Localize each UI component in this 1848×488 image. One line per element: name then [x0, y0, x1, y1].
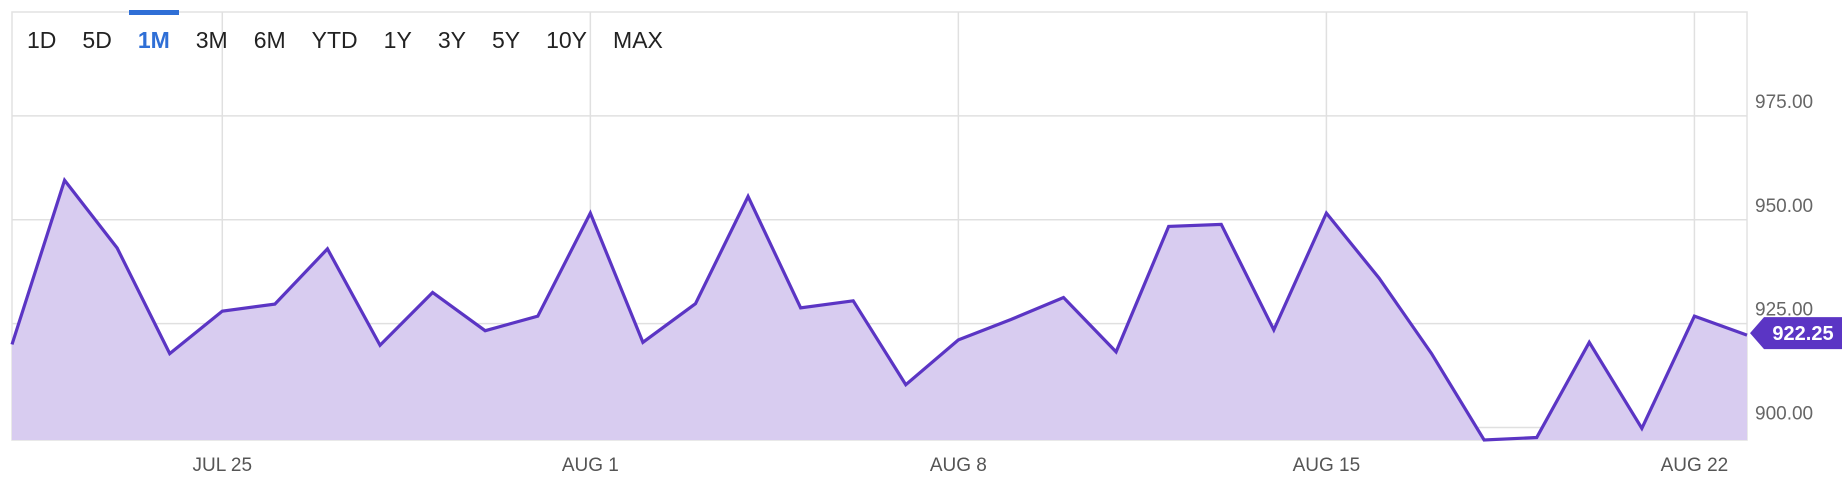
data-point — [746, 194, 750, 198]
range-tab-max[interactable]: MAX — [613, 27, 663, 53]
data-point — [1219, 222, 1223, 226]
data-point — [378, 343, 382, 347]
data-point — [1272, 328, 1276, 332]
data-point — [325, 247, 329, 251]
data-point — [1745, 333, 1749, 337]
range-tab-10y[interactable]: 10Y — [546, 27, 588, 53]
range-selector: 1D 5D 1M 3M 6M YTD 1Y 3Y 5Y 10Y MAX — [14, 10, 676, 70]
data-point — [220, 309, 224, 313]
price-line — [10, 176, 1748, 442]
x-tick-label: JUL 25 — [193, 455, 253, 476]
range-tab-1d[interactable]: 1D — [27, 27, 57, 53]
data-point — [273, 302, 277, 306]
x-tick-label: AUG 1 — [562, 455, 619, 476]
data-point — [1062, 295, 1066, 299]
data-point — [63, 178, 67, 182]
data-point — [1324, 211, 1328, 215]
data-point — [641, 340, 645, 344]
x-tick-label: AUG 15 — [1293, 455, 1361, 476]
data-point — [115, 246, 119, 250]
range-tab-3m[interactable]: 3M — [195, 27, 228, 53]
range-tab-1m[interactable]: 1M — [125, 10, 183, 70]
last-price-badge: 922.25 — [1750, 317, 1842, 350]
data-point — [956, 338, 960, 342]
data-point — [1535, 436, 1539, 440]
range-tab-ytd[interactable]: YTD — [311, 27, 358, 53]
data-point — [588, 211, 592, 215]
data-point — [168, 352, 172, 356]
x-axis: JUL 25 AUG 1 AUG 8 AUG 15 AUG 22 — [193, 455, 1729, 476]
data-point — [1587, 340, 1591, 344]
data-point — [1009, 317, 1013, 321]
last-price-badge-shape — [1750, 317, 1842, 350]
data-point — [1114, 350, 1118, 354]
data-point — [1430, 352, 1434, 356]
y-axis: 900.00 925.00 950.00 975.00 — [1755, 92, 1813, 425]
data-point — [693, 302, 697, 306]
data-point — [799, 306, 803, 310]
data-point — [1377, 276, 1381, 280]
y-tick-label: 900.00 — [1755, 404, 1813, 425]
range-tab-3y[interactable]: 3Y — [437, 27, 466, 53]
x-tick-label: AUG 22 — [1661, 455, 1729, 476]
data-point — [536, 314, 540, 318]
y-tick-label: 975.00 — [1755, 92, 1813, 113]
data-point — [1482, 438, 1486, 442]
x-tick-label: AUG 8 — [930, 455, 987, 476]
data-point — [483, 329, 487, 333]
data-point — [1640, 426, 1644, 430]
data-point — [1692, 314, 1696, 318]
range-tab-6m[interactable]: 6M — [253, 27, 286, 53]
range-tab-5d[interactable]: 5D — [82, 27, 112, 53]
y-tick-label: 925.00 — [1755, 300, 1813, 321]
range-tab-1y[interactable]: 1Y — [383, 27, 412, 53]
data-point — [431, 290, 435, 294]
last-price-label: 922.25 — [1772, 323, 1833, 345]
y-tick-label: 950.00 — [1755, 196, 1813, 217]
range-tab-5y[interactable]: 5Y — [491, 27, 521, 53]
data-point — [851, 299, 855, 303]
data-point — [1167, 224, 1171, 228]
data-point — [904, 383, 908, 387]
